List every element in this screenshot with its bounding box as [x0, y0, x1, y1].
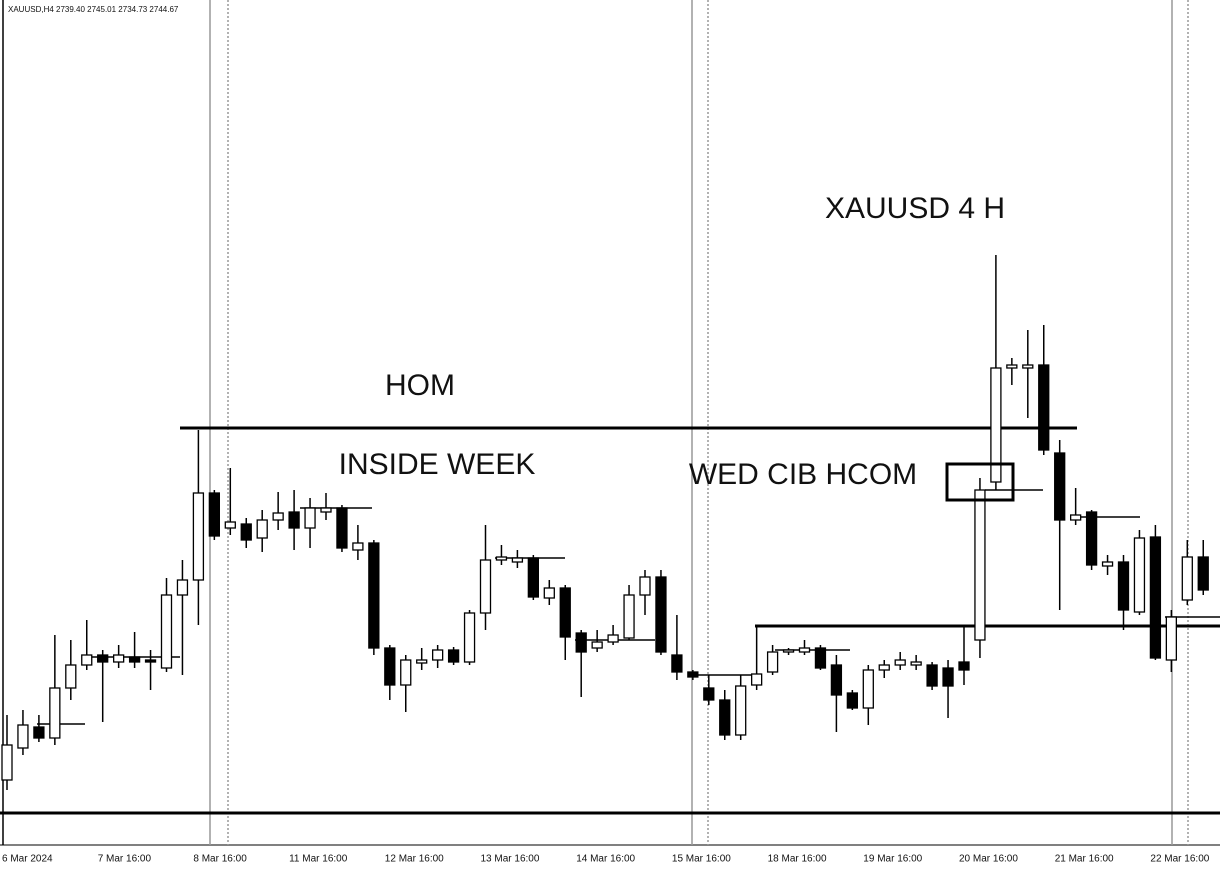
candle-body [910, 661, 922, 666]
candle-body [495, 556, 508, 561]
candle-body [814, 647, 827, 669]
candle-body [607, 634, 619, 643]
candle-body [463, 612, 476, 663]
candle-body [990, 367, 1002, 483]
candle-body [958, 661, 970, 671]
x-tick-label: 6 Mar 2024 [2, 854, 53, 865]
candle-body [1117, 561, 1130, 611]
annotation: WED CIB HCOM [689, 458, 917, 491]
candle-body [719, 699, 731, 736]
candle-body [1197, 556, 1209, 591]
candle-body [320, 507, 332, 513]
candle-body [1165, 616, 1177, 661]
candle-body [1054, 452, 1066, 521]
candle-body [81, 654, 93, 666]
x-tick-label: 18 Mar 16:00 [768, 854, 827, 865]
candle-body [224, 521, 236, 529]
candle-body [128, 656, 141, 663]
candle-body [671, 654, 683, 673]
candle-body [49, 687, 61, 739]
x-tick-label: 20 Mar 16:00 [959, 854, 1018, 865]
candle-body [830, 664, 843, 696]
x-tick-label: 15 Mar 16:00 [672, 854, 731, 865]
candle-body [1038, 364, 1050, 451]
x-tick-label: 12 Mar 16:00 [385, 854, 444, 865]
candle-body [527, 557, 539, 598]
candle-body [113, 654, 125, 663]
candle-body [352, 542, 364, 551]
candle-body [735, 685, 747, 736]
candle-body [1133, 537, 1146, 613]
x-tick-label: 7 Mar 16:00 [98, 854, 152, 865]
candle-body [862, 669, 874, 709]
chart-title: XAUUSD 4 H [825, 192, 1005, 225]
candle-body [416, 659, 428, 664]
candle-body [304, 507, 316, 529]
x-tick-label: 19 Mar 16:00 [863, 854, 922, 865]
candle-body [1181, 556, 1193, 601]
candle-body [384, 647, 396, 686]
candle-body [240, 523, 252, 541]
week-separators [209, 0, 1189, 845]
candle-body [431, 649, 444, 661]
candle-body [272, 512, 284, 521]
candle-body [288, 511, 300, 529]
candle-body [65, 664, 77, 689]
candle-body [1101, 561, 1114, 567]
candle-body [687, 671, 699, 678]
candle-body [798, 647, 811, 653]
candle-body [878, 664, 890, 671]
candle-body [1022, 364, 1034, 369]
candle-body [176, 579, 189, 596]
candle-body [639, 576, 651, 596]
candle-body [336, 507, 348, 549]
candle-body [846, 692, 858, 709]
candle-body [368, 542, 380, 649]
annotation: INSIDE WEEK [339, 448, 536, 481]
candle-body [623, 594, 635, 639]
candle-body [97, 654, 109, 663]
candle-body [1149, 536, 1162, 659]
candle-body [591, 641, 603, 649]
x-tick-label: 21 Mar 16:00 [1055, 854, 1114, 865]
candle-body [192, 492, 205, 581]
candle-body [33, 726, 45, 739]
header: XAUUSD,H4 2739.40 2745.01 2734.73 2744.6… [8, 5, 179, 14]
annotation: HOM [385, 369, 455, 402]
candle-body [751, 673, 763, 686]
candle-body [144, 659, 157, 663]
candle-body [894, 659, 906, 666]
candle-body [782, 649, 795, 653]
candle-body [256, 519, 268, 539]
candle-body [974, 489, 986, 641]
highlight-box [945, 462, 1015, 502]
candle-body [1006, 364, 1018, 369]
candle-body [655, 576, 667, 653]
x-tick-label: 14 Mar 16:00 [576, 854, 635, 865]
candle-body [447, 649, 460, 663]
candle-body [208, 492, 221, 537]
candle-body [559, 587, 571, 638]
x-tick-label: 8 Mar 16:00 [193, 854, 247, 865]
candle-body [511, 557, 524, 563]
candle-body [1085, 511, 1098, 566]
candle-body [479, 559, 492, 614]
candle-body [543, 587, 555, 599]
candle-body [1070, 514, 1082, 521]
candle-body [1, 744, 13, 781]
x-tick-label: 11 Mar 16:00 [289, 854, 348, 865]
candle-body [926, 664, 938, 687]
candle-body [766, 651, 779, 673]
candle-body [160, 594, 173, 669]
candle-body [17, 724, 29, 749]
candle-body [575, 632, 587, 653]
candle-body [400, 659, 412, 686]
x-tick-label: 22 Mar 16:00 [1150, 854, 1209, 865]
candle-body [703, 687, 715, 701]
candle-body [942, 667, 954, 687]
x-tick-label: 13 Mar 16:00 [481, 854, 540, 865]
